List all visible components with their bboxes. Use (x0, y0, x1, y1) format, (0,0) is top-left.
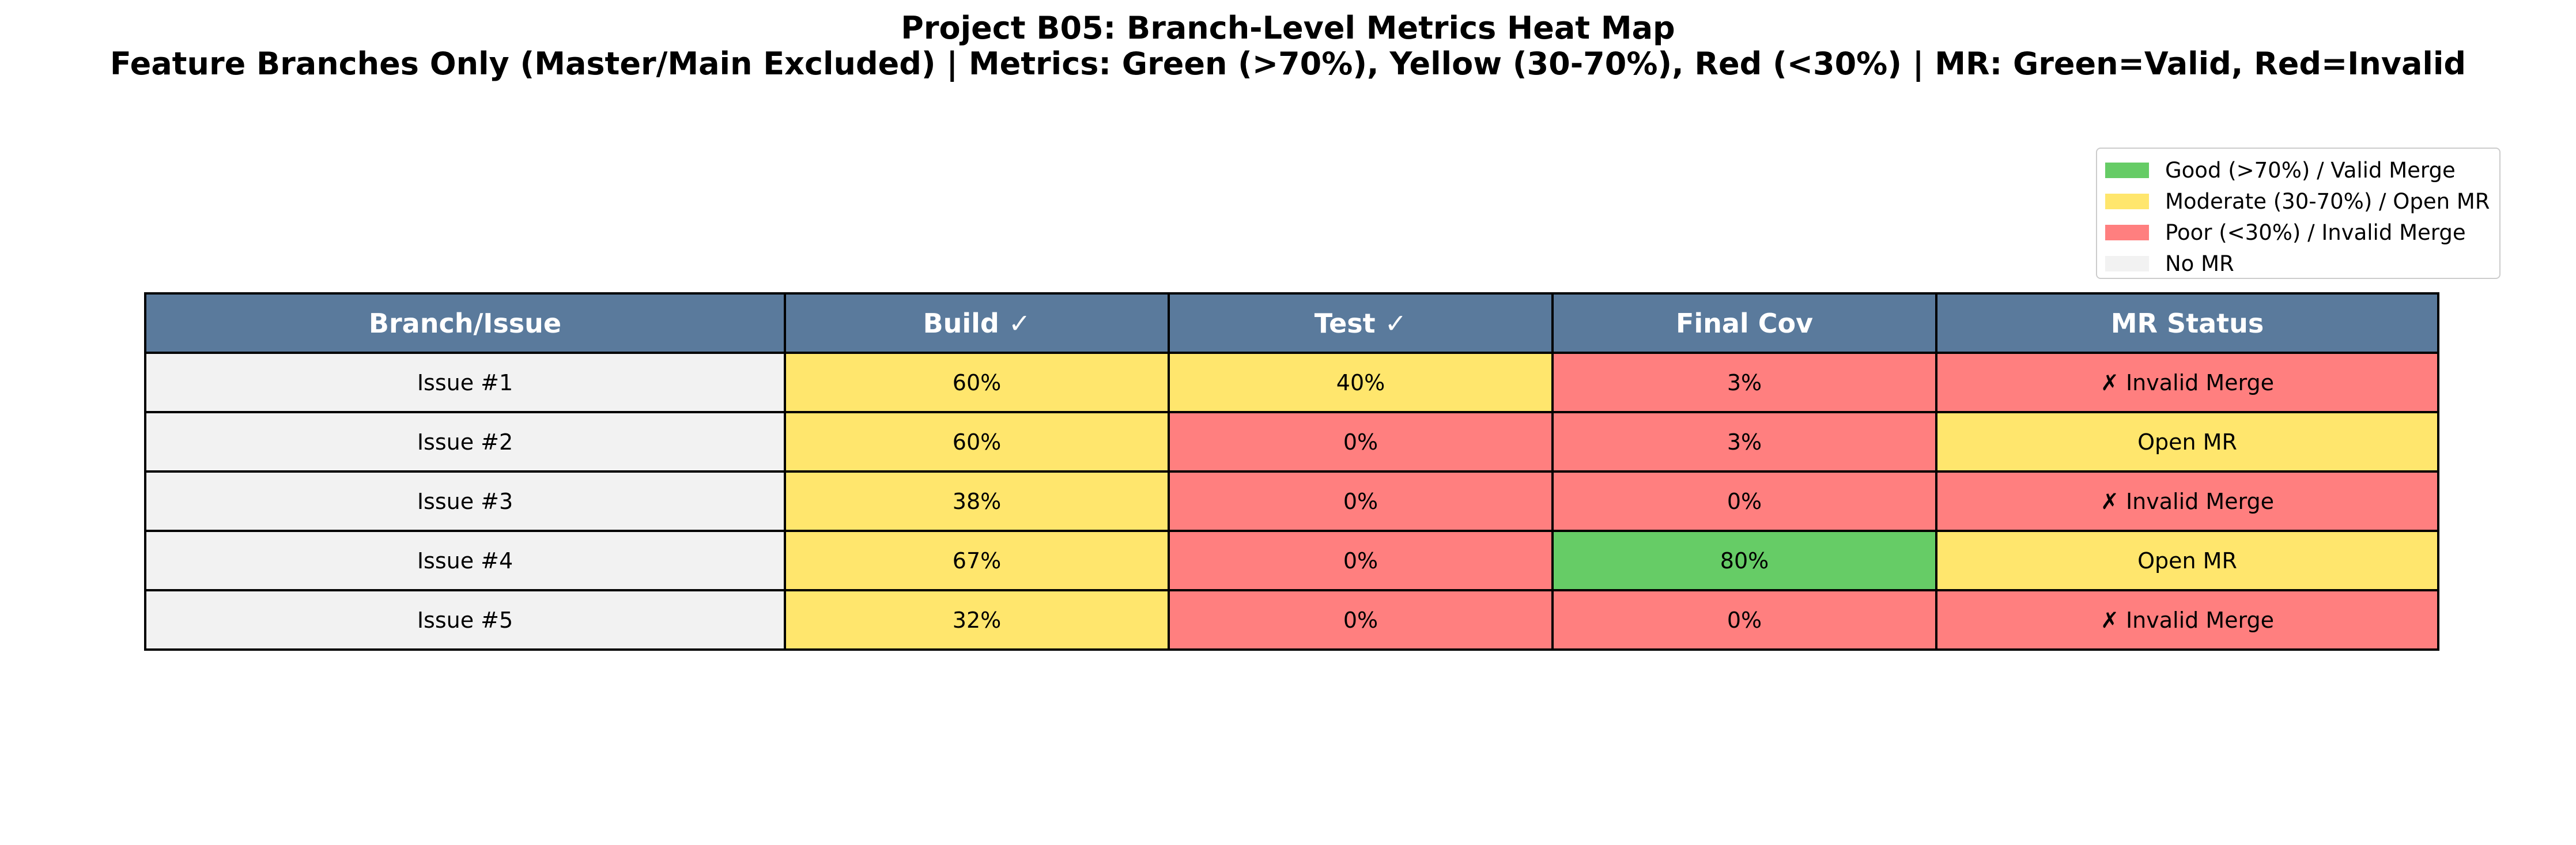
cell-test: 0% (1168, 589, 1554, 651)
column-header-build: Build ✓ (784, 292, 1170, 354)
legend-swatch-good (2105, 162, 2149, 178)
cell-final-cov: 0% (1551, 589, 1937, 651)
header-row: Branch/Issue Build ✓ Test ✓ Final Cov MR… (144, 292, 2439, 354)
legend-swatch-moderate (2105, 193, 2149, 209)
table-row: Issue #1 60% 40% 3% ✗ Invalid Merge (144, 352, 2439, 413)
table-row: Issue #2 60% 0% 3% Open MR (144, 411, 2439, 473)
table-row: Issue #4 67% 0% 80% Open MR (144, 530, 2439, 591)
table-row: Issue #5 32% 0% 0% ✗ Invalid Merge (144, 589, 2439, 651)
cell-branch: Issue #4 (144, 530, 786, 591)
cell-final-cov: 80% (1551, 530, 1937, 591)
cell-mr-status: ✗ Invalid Merge (1935, 352, 2439, 413)
cell-mr-status: ✗ Invalid Merge (1935, 470, 2439, 532)
legend-item-moderate: Moderate (30-70%) / Open MR (2097, 186, 2499, 217)
cell-build: 38% (784, 470, 1170, 532)
cell-branch: Issue #5 (144, 589, 786, 651)
cell-final-cov: 0% (1551, 470, 1937, 532)
cell-build: 60% (784, 411, 1170, 473)
cell-final-cov: 3% (1551, 411, 1937, 473)
legend: Good (>70%) / Valid Merge Moderate (30-7… (2096, 148, 2501, 279)
heat-map-table: Branch/Issue Build ✓ Test ✓ Final Cov MR… (144, 292, 2439, 651)
chart-subtitle: Feature Branches Only (Master/Main Exclu… (109, 46, 2467, 82)
cell-mr-status: Open MR (1935, 411, 2439, 473)
cell-final-cov: 3% (1551, 352, 1937, 413)
legend-label-poor: Poor (<30%) / Invalid Merge (2165, 220, 2466, 245)
column-header-mr-status: MR Status (1935, 292, 2439, 354)
cell-branch: Issue #1 (144, 352, 786, 413)
chart-title-block: Project B05: Branch-Level Metrics Heat M… (0, 10, 2576, 82)
chart-title: Project B05: Branch-Level Metrics Heat M… (901, 10, 1675, 46)
column-header-final-cov: Final Cov (1551, 292, 1937, 354)
table-row: Issue #3 38% 0% 0% ✗ Invalid Merge (144, 470, 2439, 532)
cell-test: 0% (1168, 470, 1554, 532)
legend-swatch-no-mr (2105, 255, 2149, 271)
legend-item-good: Good (>70%) / Valid Merge (2097, 154, 2499, 186)
column-header-test: Test ✓ (1168, 292, 1554, 354)
cell-mr-status: ✗ Invalid Merge (1935, 589, 2439, 651)
cell-branch: Issue #2 (144, 411, 786, 473)
cell-test: 40% (1168, 352, 1554, 413)
cell-mr-status: Open MR (1935, 530, 2439, 591)
cell-build: 67% (784, 530, 1170, 591)
cell-build: 60% (784, 352, 1170, 413)
legend-label-no-mr: No MR (2165, 251, 2234, 276)
column-header-branch: Branch/Issue (144, 292, 786, 354)
cell-test: 0% (1168, 530, 1554, 591)
legend-label-moderate: Moderate (30-70%) / Open MR (2165, 188, 2490, 214)
legend-item-poor: Poor (<30%) / Invalid Merge (2097, 217, 2499, 248)
legend-item-no-mr: No MR (2097, 248, 2499, 279)
cell-branch: Issue #3 (144, 470, 786, 532)
cell-build: 32% (784, 589, 1170, 651)
legend-label-good: Good (>70%) / Valid Merge (2165, 157, 2456, 183)
cell-test: 0% (1168, 411, 1554, 473)
legend-swatch-poor (2105, 224, 2149, 240)
